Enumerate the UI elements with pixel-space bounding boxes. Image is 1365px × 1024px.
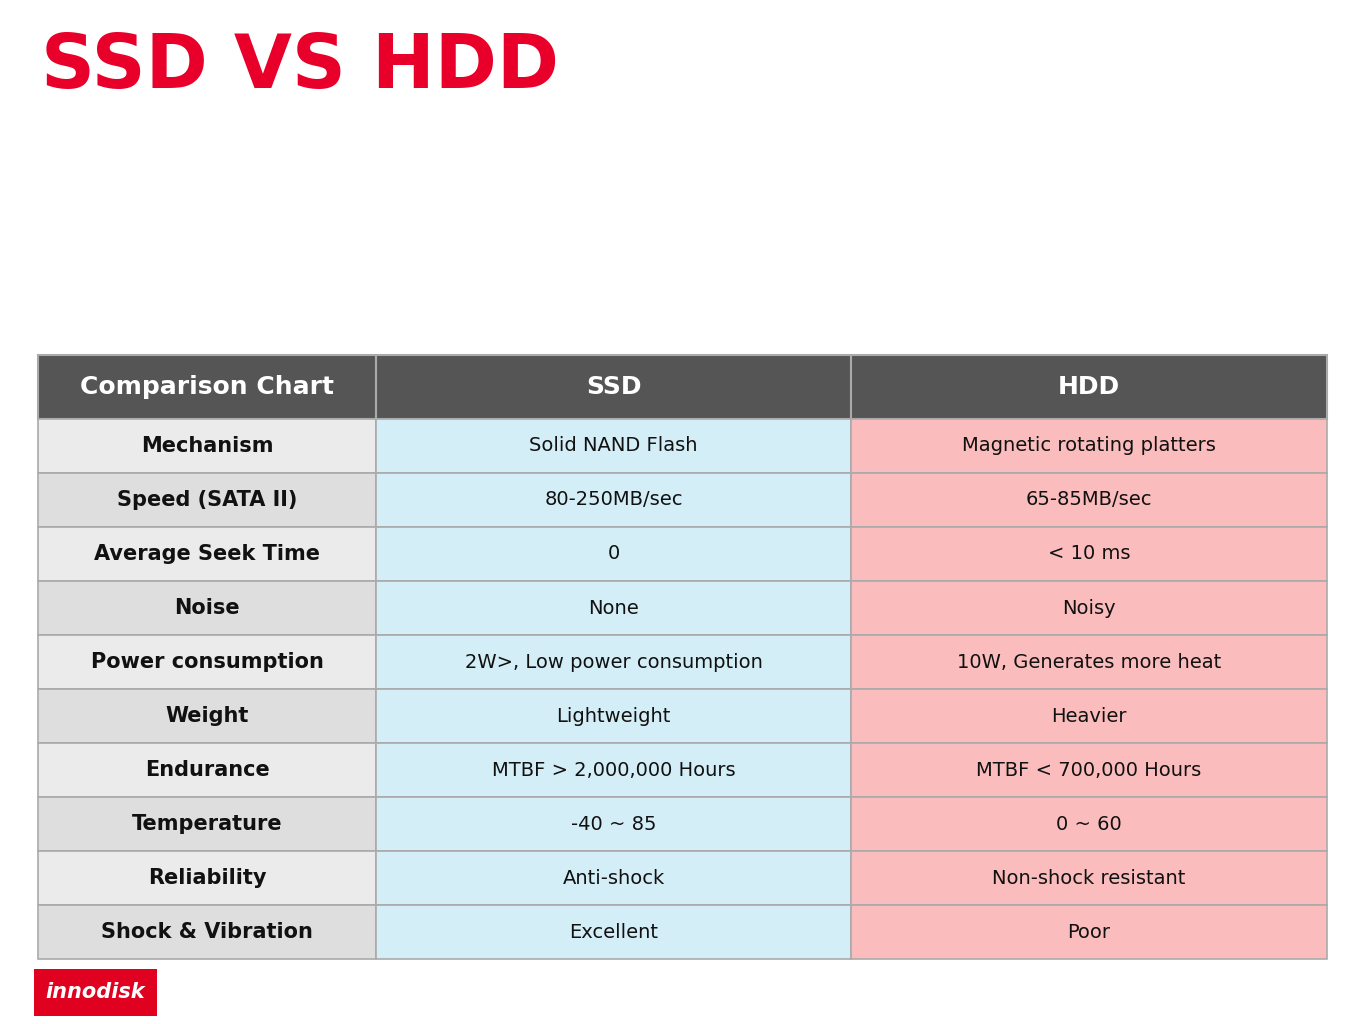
Text: Noise: Noise: [175, 598, 240, 618]
Text: MTBF < 700,000 Hours: MTBF < 700,000 Hours: [976, 761, 1201, 779]
FancyBboxPatch shape: [375, 798, 852, 851]
Text: Shock & Vibration: Shock & Vibration: [101, 923, 313, 942]
FancyBboxPatch shape: [375, 473, 852, 527]
Text: < 10 ms: < 10 ms: [1048, 545, 1130, 563]
Text: 10W, Generates more heat: 10W, Generates more heat: [957, 652, 1222, 672]
Text: Speed (SATA II): Speed (SATA II): [117, 489, 298, 510]
FancyBboxPatch shape: [852, 689, 1327, 743]
Text: Mechanism: Mechanism: [141, 436, 273, 456]
Text: innodisk: innodisk: [46, 982, 145, 1002]
Text: Excellent: Excellent: [569, 923, 658, 942]
Text: Weight: Weight: [165, 707, 248, 726]
Text: Temperature: Temperature: [131, 814, 283, 835]
FancyBboxPatch shape: [38, 798, 375, 851]
Text: Anti-shock: Anti-shock: [562, 869, 665, 888]
Text: Magnetic rotating platters: Magnetic rotating platters: [962, 436, 1216, 456]
FancyBboxPatch shape: [38, 635, 375, 689]
FancyBboxPatch shape: [375, 905, 852, 959]
FancyBboxPatch shape: [375, 355, 852, 419]
FancyBboxPatch shape: [38, 689, 375, 743]
FancyBboxPatch shape: [852, 419, 1327, 473]
Text: MTBF > 2,000,000 Hours: MTBF > 2,000,000 Hours: [491, 761, 736, 779]
Text: 65-85MB/sec: 65-85MB/sec: [1025, 490, 1152, 509]
FancyBboxPatch shape: [852, 851, 1327, 905]
Text: HDD: HDD: [1058, 375, 1121, 399]
Text: Average Seek Time: Average Seek Time: [94, 544, 319, 564]
FancyBboxPatch shape: [38, 743, 375, 798]
FancyBboxPatch shape: [852, 527, 1327, 581]
Text: 80-250MB/sec: 80-250MB/sec: [545, 490, 682, 509]
FancyBboxPatch shape: [38, 355, 375, 419]
Text: Non-shock resistant: Non-shock resistant: [992, 869, 1186, 888]
FancyBboxPatch shape: [375, 635, 852, 689]
FancyBboxPatch shape: [852, 635, 1327, 689]
FancyBboxPatch shape: [34, 969, 157, 1016]
Text: Endurance: Endurance: [145, 760, 269, 780]
FancyBboxPatch shape: [852, 743, 1327, 798]
Text: SSD VS HDD: SSD VS HDD: [41, 31, 558, 103]
FancyBboxPatch shape: [38, 581, 375, 635]
FancyBboxPatch shape: [38, 419, 375, 473]
FancyBboxPatch shape: [38, 905, 375, 959]
FancyBboxPatch shape: [38, 851, 375, 905]
FancyBboxPatch shape: [852, 905, 1327, 959]
Text: 0: 0: [607, 545, 620, 563]
Text: Lightweight: Lightweight: [557, 707, 670, 726]
FancyBboxPatch shape: [375, 419, 852, 473]
Text: Heavier: Heavier: [1051, 707, 1126, 726]
FancyBboxPatch shape: [375, 527, 852, 581]
FancyBboxPatch shape: [38, 527, 375, 581]
Text: Poor: Poor: [1067, 923, 1111, 942]
Text: Power consumption: Power consumption: [90, 652, 324, 672]
Text: 0 ~ 60: 0 ~ 60: [1057, 815, 1122, 834]
FancyBboxPatch shape: [852, 355, 1327, 419]
Text: Reliability: Reliability: [147, 868, 266, 889]
Text: Solid NAND Flash: Solid NAND Flash: [530, 436, 698, 456]
Text: -40 ~ 85: -40 ~ 85: [571, 815, 657, 834]
FancyBboxPatch shape: [375, 689, 852, 743]
FancyBboxPatch shape: [375, 851, 852, 905]
Text: Noisy: Noisy: [1062, 599, 1115, 617]
Text: None: None: [588, 599, 639, 617]
Text: 2W>, Low power consumption: 2W>, Low power consumption: [464, 652, 763, 672]
Text: Comparison Chart: Comparison Chart: [81, 375, 334, 399]
FancyBboxPatch shape: [852, 798, 1327, 851]
FancyBboxPatch shape: [38, 473, 375, 527]
FancyBboxPatch shape: [852, 581, 1327, 635]
Text: SSD: SSD: [586, 375, 642, 399]
FancyBboxPatch shape: [375, 743, 852, 798]
FancyBboxPatch shape: [375, 581, 852, 635]
FancyBboxPatch shape: [852, 473, 1327, 527]
